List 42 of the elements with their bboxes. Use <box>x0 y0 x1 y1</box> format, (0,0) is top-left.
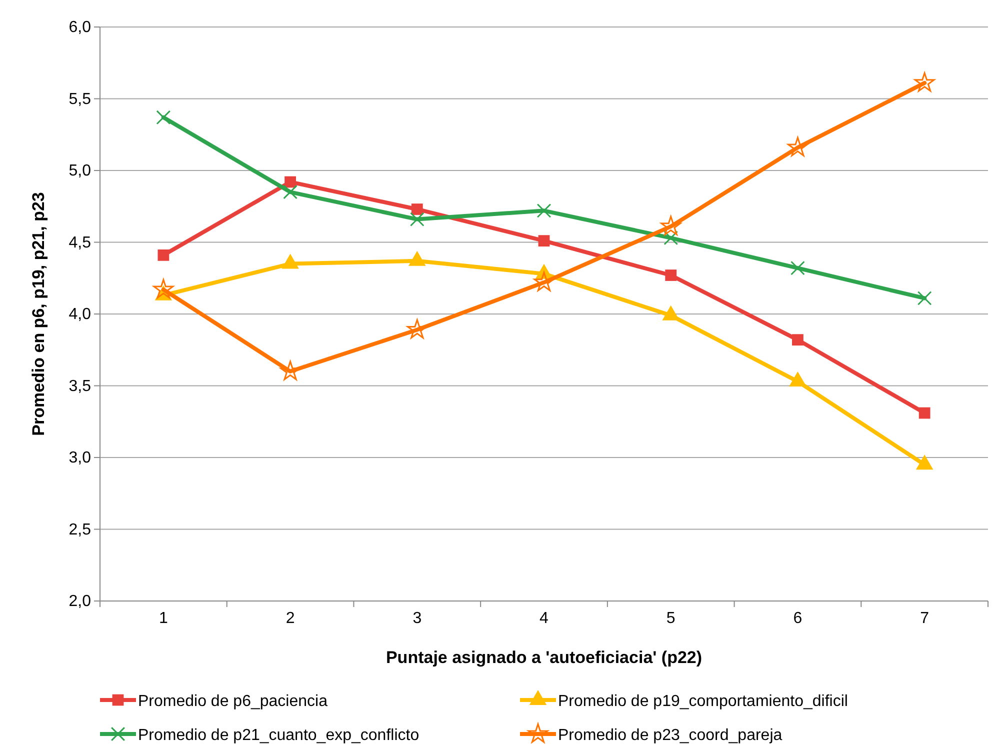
point <box>918 407 930 419</box>
y-tick-label: 3,0 <box>68 450 92 467</box>
point <box>660 216 682 236</box>
point <box>411 204 423 215</box>
y-tick-label: 5,0 <box>68 162 92 180</box>
point <box>792 334 804 346</box>
legend-label: Promedio de p21_cuanto_exp_conflicto <box>138 727 420 744</box>
point <box>917 291 932 306</box>
y-tick-label: 2,0 <box>68 593 92 610</box>
point <box>538 235 550 247</box>
point <box>788 136 808 156</box>
y-tick-label: 3,5 <box>68 378 92 395</box>
x-tick-label: 6 <box>793 610 802 628</box>
point <box>536 203 552 218</box>
point <box>790 260 805 276</box>
point <box>158 249 170 261</box>
y-axis-title: Promedio en p6, p19, p21, p23 <box>29 192 48 436</box>
x-tick-label: 5 <box>666 610 676 628</box>
y-tick-label: 2,5 <box>68 521 92 538</box>
legend-label: Promedio de p19_comportamiento_dificil <box>558 693 848 710</box>
x-tick-label: 7 <box>920 610 930 628</box>
x-tick-label: 3 <box>412 610 422 628</box>
y-tick-label: 4,5 <box>68 234 92 252</box>
point <box>665 270 677 281</box>
point <box>410 212 424 226</box>
point <box>664 230 678 246</box>
legend-label: Promedio de p6_paciencia <box>138 693 328 710</box>
point <box>406 319 428 339</box>
x-tick-label: 1 <box>158 610 168 628</box>
x-axis-title: Puntaje asignado a 'autoeficiacia' (p22) <box>386 648 702 667</box>
x-tick-label: 2 <box>286 610 295 628</box>
point <box>153 278 174 298</box>
x-tick-label: 4 <box>540 610 549 628</box>
point <box>156 110 171 125</box>
y-tick-label: 4,0 <box>68 306 92 324</box>
point <box>284 176 296 188</box>
y-tick-label: 6,0 <box>68 19 92 36</box>
point <box>534 272 554 292</box>
y-tick-label: 5,5 <box>68 90 92 108</box>
point <box>283 184 298 200</box>
point <box>914 72 935 92</box>
legend-label: Promedio de p23_coord_pareja <box>558 727 782 744</box>
